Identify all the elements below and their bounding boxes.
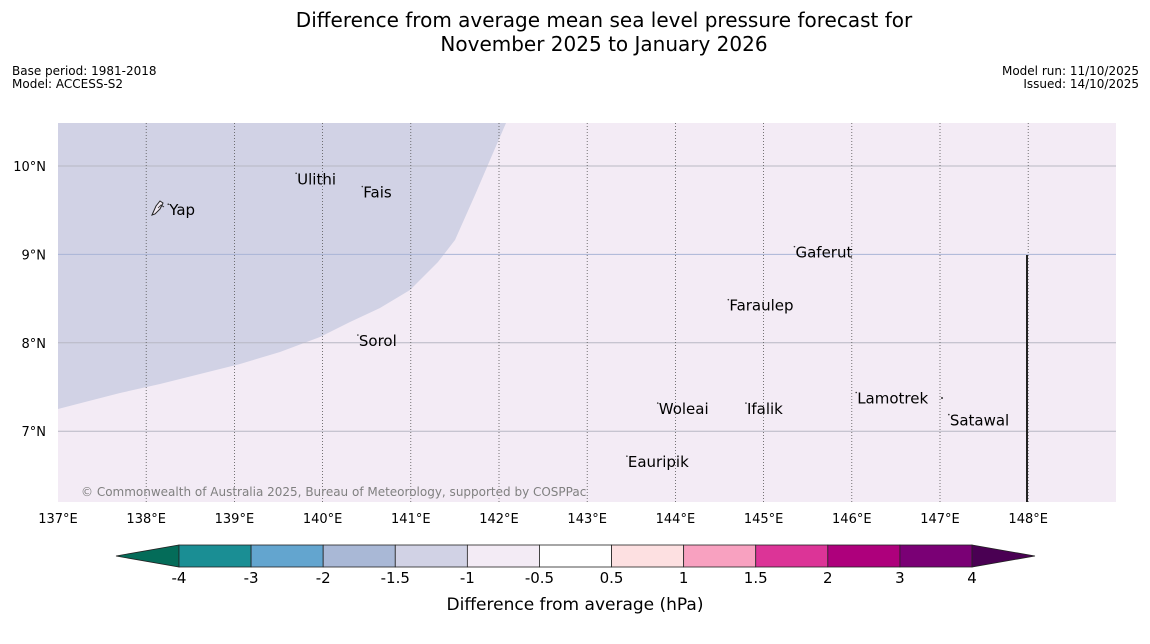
lon-tick-label: 140°E — [303, 512, 343, 527]
colorbar-swatch — [178, 544, 252, 568]
colorbar-tick-label: -1 — [460, 569, 475, 587]
lon-tick-label: 144°E — [656, 512, 696, 527]
island-marker — [167, 203, 170, 205]
colorbar-swatch — [322, 544, 396, 568]
colorbar-swatch — [539, 544, 612, 568]
island-marker — [745, 402, 747, 404]
axis-tick-labels: 10°N 9°N 8°N 7°N 137°E 138°E 139°E 140°E 141°E 14… — [13, 160, 1048, 527]
lon-tick-label: 139°E — [215, 512, 255, 527]
colorbar-tick-label: 1 — [679, 569, 689, 587]
yap-island-shape — [151, 200, 165, 216]
place-label: Ifalik — [747, 400, 783, 418]
lon-tick-label: 146°E — [832, 512, 872, 527]
place-label: Woleai — [659, 400, 709, 418]
colorbar-swatch — [466, 544, 540, 568]
colorbar-tick-label: 2 — [823, 569, 833, 587]
lon-tick-label: 148°E — [1008, 512, 1048, 527]
negative-anomaly-region — [58, 123, 506, 409]
place-label: Yap — [168, 201, 195, 219]
island-marker — [727, 298, 730, 301]
colorbar-title: Difference from average (hPa) — [447, 595, 704, 615]
colorbar-swatch — [683, 544, 757, 568]
place-label: Lamotrek — [857, 389, 928, 407]
model-name: Model: ACCESS-S2 — [12, 77, 124, 91]
colorbar-swatch — [827, 544, 901, 568]
island-marker — [855, 391, 858, 394]
island-marker — [941, 397, 943, 399]
place-label: Sorol — [359, 332, 397, 350]
place-label: Faraulep — [729, 297, 793, 315]
lon-tick-label: 141°E — [391, 512, 431, 527]
base-period: Base period: 1981-2018 — [12, 64, 157, 78]
island-marker — [357, 334, 359, 336]
lon-tick-label: 137°E — [38, 512, 78, 527]
model-run: Model run: 11/10/2025 — [1001, 64, 1139, 78]
colorbar-tick-label: -2 — [316, 569, 331, 587]
title-line-2: November 2025 to January 2026 — [440, 32, 768, 56]
colorbar-tick-label: 0.5 — [600, 569, 624, 587]
meta-right: Model run: 11/10/2025 Issued: 14/10/2025 — [1002, 65, 1139, 91]
colorbar-tick-label: 1.5 — [744, 569, 768, 587]
colorbar-tick-label: -1.5 — [381, 569, 410, 587]
place-labels: Yap Ulithi Fais Gaferut Faraulep Sorol Lamotre… — [167, 170, 1009, 471]
graticule — [58, 123, 1116, 502]
colorbar-swatch — [611, 544, 685, 568]
lat-tick-label: 9°N — [22, 248, 47, 263]
colorbar-swatch — [899, 544, 973, 568]
colorbar-tick-label: 4 — [967, 569, 977, 587]
colorbar-tick-label: -3 — [244, 569, 259, 587]
place-label: Fais — [363, 184, 392, 202]
title-line-1: Difference from average mean sea level p… — [295, 8, 913, 32]
lon-tick-label: 145°E — [744, 512, 784, 527]
island-marker — [948, 413, 950, 416]
lon-tick-label: 143°E — [567, 512, 607, 527]
lat-tick-label: 7°N — [22, 425, 47, 440]
island-marker — [361, 185, 364, 188]
colorbar-swatch — [755, 544, 829, 568]
place-label: Eauripik — [628, 453, 689, 471]
colorbar-swatch — [250, 544, 324, 568]
island-marker — [626, 455, 628, 457]
colorbar-tick-label: 3 — [895, 569, 905, 587]
island-marker — [656, 402, 659, 404]
colorbar-swatch — [394, 544, 468, 568]
place-label: Ulithi — [297, 170, 336, 188]
lon-tick-label: 142°E — [479, 512, 519, 527]
lon-tick-label: 138°E — [126, 512, 166, 527]
island-marker — [295, 172, 297, 175]
colorbar-high-extend — [971, 544, 1036, 568]
lat-tick-label: 10°N — [13, 160, 46, 175]
colorbar-low-extend — [115, 544, 180, 568]
colorbar-tick-label: -4 — [172, 569, 187, 587]
place-label: Gaferut — [795, 244, 852, 262]
colorbar: -4 -3 -2 -1.5 -1 -0.5 0.5 1 1.5 2 3 4 — [115, 544, 1036, 587]
copyright-notice: © Commonwealth of Australia 2025, Bureau… — [81, 485, 586, 499]
colorbar-tick-label: -0.5 — [525, 569, 554, 587]
island-marker — [793, 245, 796, 248]
lat-tick-label: 8°N — [22, 337, 47, 352]
meta-left: Base period: 1981-2018 Model: ACCESS-S2 — [12, 65, 157, 91]
lon-tick-label: 147°E — [920, 512, 960, 527]
issued-date: Issued: 14/10/2025 — [1023, 77, 1139, 91]
place-label: Satawal — [950, 412, 1009, 430]
